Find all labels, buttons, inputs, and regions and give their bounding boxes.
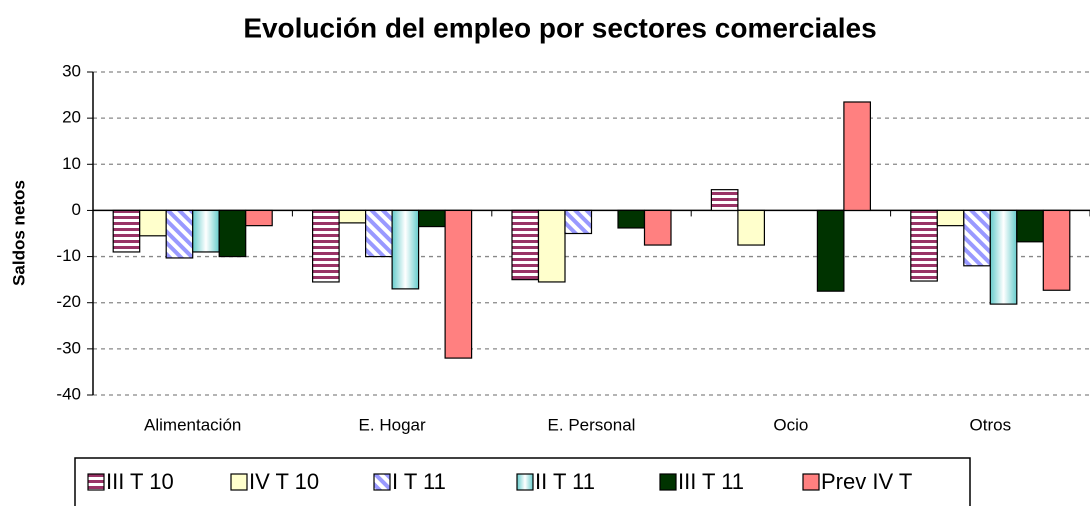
bar <box>963 209 991 267</box>
y-tick-label: -20 <box>56 292 81 311</box>
y-tick-label: -40 <box>56 384 81 403</box>
legend-swatch <box>516 473 534 491</box>
x-tick-label: E. Personal <box>548 415 636 434</box>
bar <box>444 209 473 359</box>
x-tick-label: Ocio <box>773 415 808 434</box>
y-tick-label: 20 <box>62 108 81 127</box>
y-tick-label: -10 <box>56 246 81 265</box>
bar <box>139 209 167 237</box>
legend-label: II T 11 <box>535 469 595 494</box>
legend-swatch <box>659 473 677 491</box>
legend-swatch <box>87 473 105 491</box>
bar <box>312 209 340 283</box>
bar <box>1016 209 1044 243</box>
y-tick-label: 10 <box>62 154 81 173</box>
legend-swatch <box>230 473 248 491</box>
x-tick-label: E. Hogar <box>359 415 426 434</box>
bar <box>537 209 566 283</box>
bar <box>165 209 194 259</box>
bar <box>1042 209 1071 291</box>
bar <box>338 209 367 224</box>
bar <box>643 209 672 246</box>
bar <box>112 209 141 253</box>
legend-label: Prev IV T <box>821 469 912 494</box>
x-tick-label: Otros <box>970 415 1012 434</box>
chart-title: Evolución del empleo por sectores comerc… <box>243 12 876 43</box>
bar <box>989 209 1018 305</box>
bar <box>245 209 273 227</box>
y-tick-label: 30 <box>62 61 81 80</box>
y-axis-label: Saldos netos <box>9 180 28 286</box>
y-tick-label: 0 <box>72 200 81 219</box>
bar <box>617 209 646 229</box>
legend-swatch <box>373 473 391 491</box>
bar <box>816 209 845 292</box>
bar <box>737 209 766 246</box>
x-tick-label: Alimentación <box>144 415 241 434</box>
bar <box>564 209 593 235</box>
bar <box>218 209 247 258</box>
legend-swatch <box>802 473 820 491</box>
bar <box>910 209 938 282</box>
bar <box>192 209 220 253</box>
bar <box>418 209 446 228</box>
legend-label: III T 10 <box>106 469 174 494</box>
bar <box>365 209 393 258</box>
y-tick-label: -30 <box>56 338 81 357</box>
legend-label: III T 11 <box>678 469 744 494</box>
bar <box>511 209 540 281</box>
bar <box>710 189 739 212</box>
legend-label: IV T 10 <box>249 469 319 494</box>
bar <box>936 209 965 227</box>
legend-label: I T 11 <box>392 469 446 494</box>
bar <box>843 101 872 212</box>
bar <box>391 209 420 290</box>
